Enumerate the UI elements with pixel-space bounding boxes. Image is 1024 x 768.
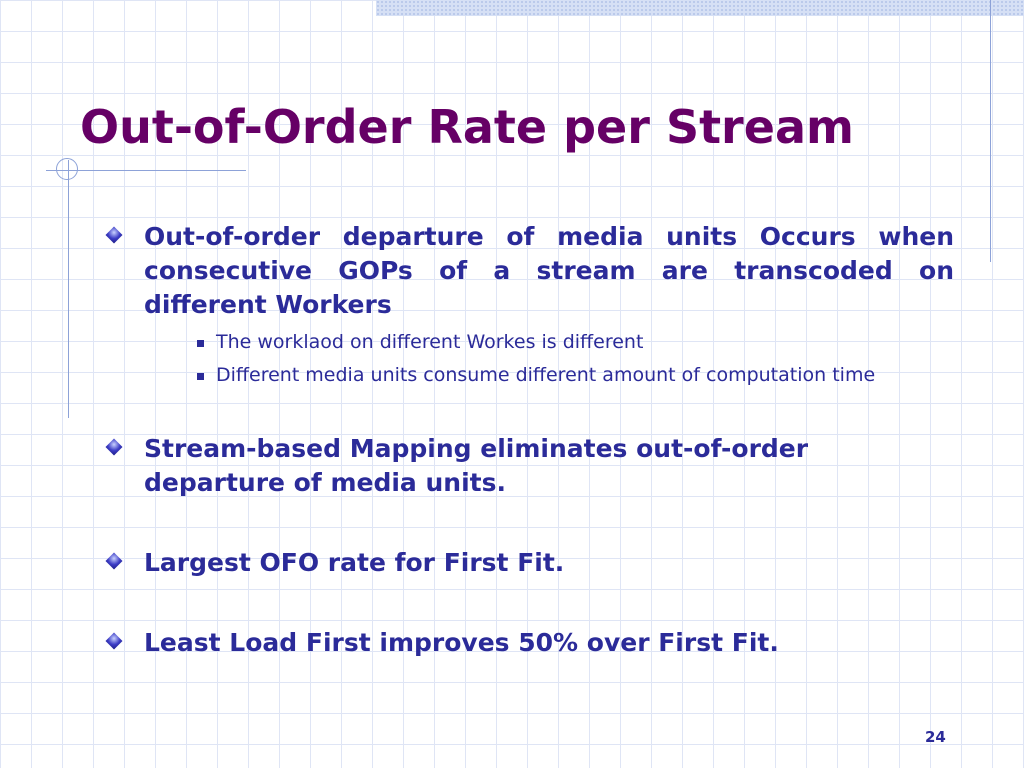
square-bullet-icon [197,373,204,380]
sub-bullet-item: Different media units consume different … [188,359,954,392]
bullet-text: Out-of-order departure of media units Oc… [144,222,954,319]
diamond-bullet-icon [105,438,123,456]
left-decorative-line [68,160,69,418]
crosshair-circle-icon [56,158,78,180]
title-underline-decoration [46,170,246,171]
slide-content: Out-of-order departure of media units Oc… [104,220,954,660]
sub-bullet-item: The worklaod on different Workes is diff… [188,326,954,359]
top-decorative-band [376,0,1024,16]
diamond-bullet-icon [105,632,123,650]
sub-bullet-text: The worklaod on different Workes is diff… [216,331,644,353]
bullet-item: Least Load First improves 50% over First… [104,626,954,660]
diamond-bullet-icon [105,226,123,244]
bullet-item: Out-of-order departure of media units Oc… [104,220,954,392]
square-bullet-icon [197,340,204,347]
right-decorative-line [990,0,991,262]
sub-bullet-text: Different media units consume different … [216,364,876,386]
bullet-text: Largest OFO rate for First Fit. [144,548,565,577]
bullet-text: Least Load First improves 50% over First… [144,628,779,657]
page-number: 24 [925,728,946,746]
sub-bullet-list: The worklaod on different Workes is diff… [144,326,954,392]
diamond-bullet-icon [105,552,123,570]
bullet-text: Stream-based Mapping eliminates out-of-o… [144,434,809,497]
bullet-item: Largest OFO rate for First Fit. [104,546,954,580]
bullet-item: Stream-based Mapping eliminates out-of-o… [104,432,954,500]
slide-title: Out-of-Order Rate per Stream [80,100,854,154]
